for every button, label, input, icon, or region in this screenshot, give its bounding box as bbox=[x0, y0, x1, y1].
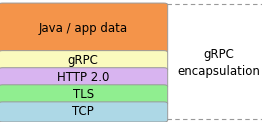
Text: gRPC
encapsulation: gRPC encapsulation bbox=[177, 48, 260, 78]
Text: TCP: TCP bbox=[72, 105, 94, 118]
FancyBboxPatch shape bbox=[0, 85, 168, 105]
FancyBboxPatch shape bbox=[0, 3, 168, 53]
FancyBboxPatch shape bbox=[0, 51, 168, 71]
Text: gRPC: gRPC bbox=[68, 54, 99, 67]
FancyBboxPatch shape bbox=[0, 68, 168, 88]
Text: HTTP 2.0: HTTP 2.0 bbox=[57, 71, 109, 84]
Text: Java / app data: Java / app data bbox=[39, 22, 128, 35]
FancyBboxPatch shape bbox=[0, 102, 168, 122]
Text: TLS: TLS bbox=[73, 88, 94, 101]
